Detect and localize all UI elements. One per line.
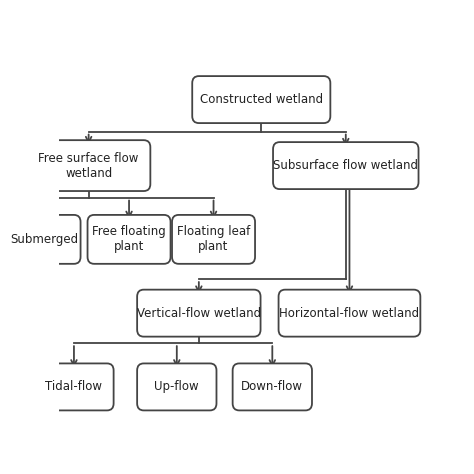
Text: Horizontal-flow wetland: Horizontal-flow wetland — [279, 307, 419, 319]
FancyBboxPatch shape — [27, 140, 150, 191]
Text: Free surface flow
wetland: Free surface flow wetland — [38, 152, 139, 180]
Text: Up-flow: Up-flow — [155, 381, 199, 393]
FancyBboxPatch shape — [9, 215, 81, 264]
Text: Vertical-flow wetland: Vertical-flow wetland — [137, 307, 261, 319]
FancyBboxPatch shape — [172, 215, 255, 264]
Text: Tidal-flow: Tidal-flow — [46, 381, 102, 393]
FancyBboxPatch shape — [34, 364, 114, 410]
Text: Free floating
plant: Free floating plant — [92, 225, 166, 254]
Text: Floating leaf
plant: Floating leaf plant — [177, 225, 250, 254]
FancyBboxPatch shape — [279, 290, 420, 337]
Text: Constructed wetland: Constructed wetland — [200, 93, 323, 106]
FancyBboxPatch shape — [233, 364, 312, 410]
FancyBboxPatch shape — [273, 142, 419, 189]
Text: Subsurface flow wetland: Subsurface flow wetland — [273, 159, 418, 172]
FancyBboxPatch shape — [192, 76, 330, 123]
Text: Down-flow: Down-flow — [241, 381, 303, 393]
FancyBboxPatch shape — [137, 290, 261, 337]
Text: Submerged: Submerged — [10, 233, 79, 246]
FancyBboxPatch shape — [137, 364, 217, 410]
FancyBboxPatch shape — [88, 215, 171, 264]
